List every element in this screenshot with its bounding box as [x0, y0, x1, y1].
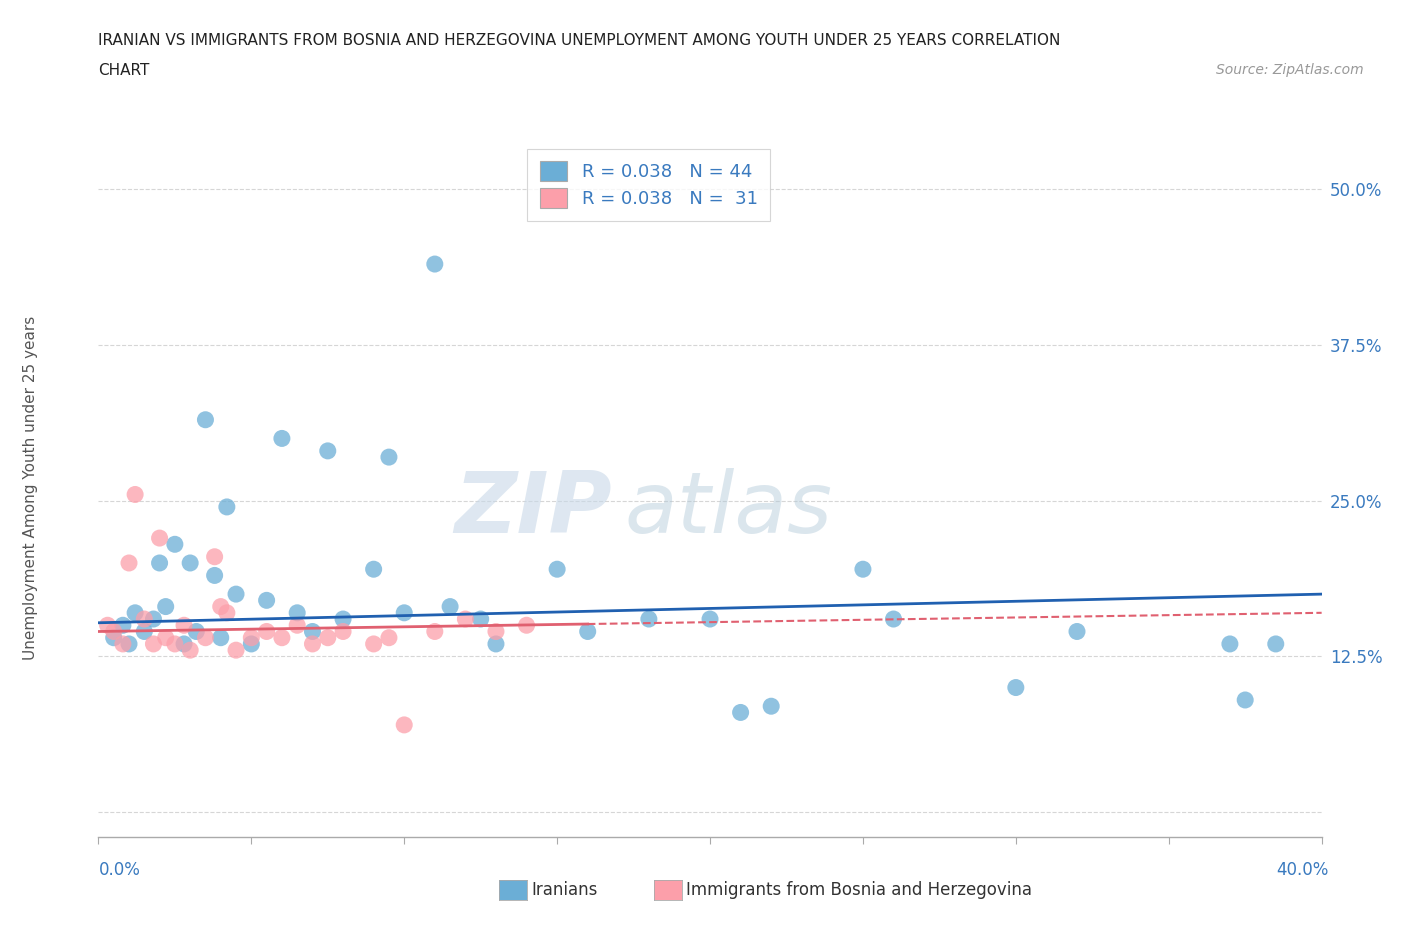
Point	[363, 636, 385, 651]
Point	[285, 618, 308, 632]
Point	[485, 624, 508, 639]
Point	[285, 605, 308, 620]
Point	[97, 618, 120, 632]
Point	[852, 562, 875, 577]
Point	[256, 593, 278, 608]
Point	[103, 624, 125, 639]
Point	[439, 599, 461, 614]
Point	[423, 624, 446, 639]
Point	[316, 631, 339, 645]
Point	[124, 605, 146, 620]
Point	[1004, 680, 1026, 695]
Point	[118, 636, 141, 651]
Text: CHART: CHART	[98, 63, 150, 78]
Point	[111, 618, 134, 632]
Point	[134, 612, 156, 627]
Point	[186, 624, 208, 639]
Point	[1234, 693, 1257, 708]
Point	[1264, 636, 1286, 651]
Point	[730, 705, 752, 720]
Point	[485, 636, 508, 651]
Point	[163, 537, 186, 551]
Point	[301, 624, 323, 639]
Point	[179, 643, 201, 658]
Text: ZIP: ZIP	[454, 468, 612, 551]
Point	[134, 624, 156, 639]
Point	[149, 555, 172, 570]
Point	[209, 631, 232, 645]
Text: 0.0%: 0.0%	[98, 860, 141, 879]
Text: atlas: atlas	[624, 468, 832, 551]
Point	[516, 618, 538, 632]
Point	[155, 631, 177, 645]
Text: Unemployment Among Youth under 25 years: Unemployment Among Youth under 25 years	[24, 316, 38, 660]
Point	[225, 587, 247, 602]
Point	[124, 487, 146, 502]
Point	[194, 412, 217, 427]
Point	[215, 605, 238, 620]
Point	[378, 631, 401, 645]
Text: Source: ZipAtlas.com: Source: ZipAtlas.com	[1216, 63, 1364, 77]
Point	[194, 631, 217, 645]
Point	[240, 631, 263, 645]
Point	[256, 624, 278, 639]
Point	[111, 636, 134, 651]
Point	[316, 444, 339, 458]
Point	[215, 499, 238, 514]
Point	[204, 568, 226, 583]
Point	[173, 618, 195, 632]
Legend: R = 0.038   N = 44, R = 0.038   N =  31: R = 0.038 N = 44, R = 0.038 N = 31	[527, 149, 770, 220]
Point	[637, 612, 661, 627]
Point	[301, 636, 323, 651]
Point	[155, 599, 177, 614]
Point	[363, 562, 385, 577]
Point	[546, 562, 568, 577]
Point	[225, 643, 247, 658]
Point	[173, 636, 195, 651]
Point	[142, 636, 165, 651]
Point	[240, 636, 263, 651]
Point	[470, 612, 492, 627]
Point	[759, 698, 782, 713]
Point	[883, 612, 905, 627]
Point	[270, 631, 292, 645]
Point	[142, 612, 165, 627]
Point	[118, 555, 141, 570]
Point	[270, 431, 292, 445]
Text: Iranians: Iranians	[531, 881, 598, 899]
Point	[392, 605, 416, 620]
Point	[163, 636, 186, 651]
Point	[454, 612, 477, 627]
Point	[1066, 624, 1088, 639]
Point	[209, 599, 232, 614]
Point	[332, 624, 354, 639]
Point	[576, 624, 599, 639]
Point	[204, 550, 226, 565]
Point	[1219, 636, 1241, 651]
Point	[332, 612, 354, 627]
Point	[378, 450, 401, 465]
Text: IRANIAN VS IMMIGRANTS FROM BOSNIA AND HERZEGOVINA UNEMPLOYMENT AMONG YOUTH UNDER: IRANIAN VS IMMIGRANTS FROM BOSNIA AND HE…	[98, 33, 1060, 47]
Point	[103, 631, 125, 645]
Point	[392, 717, 416, 732]
Point	[149, 531, 172, 546]
Text: Immigrants from Bosnia and Herzegovina: Immigrants from Bosnia and Herzegovina	[686, 881, 1032, 899]
Point	[699, 612, 721, 627]
Text: 40.0%: 40.0%	[1277, 860, 1329, 879]
Point	[423, 257, 446, 272]
Point	[179, 555, 201, 570]
